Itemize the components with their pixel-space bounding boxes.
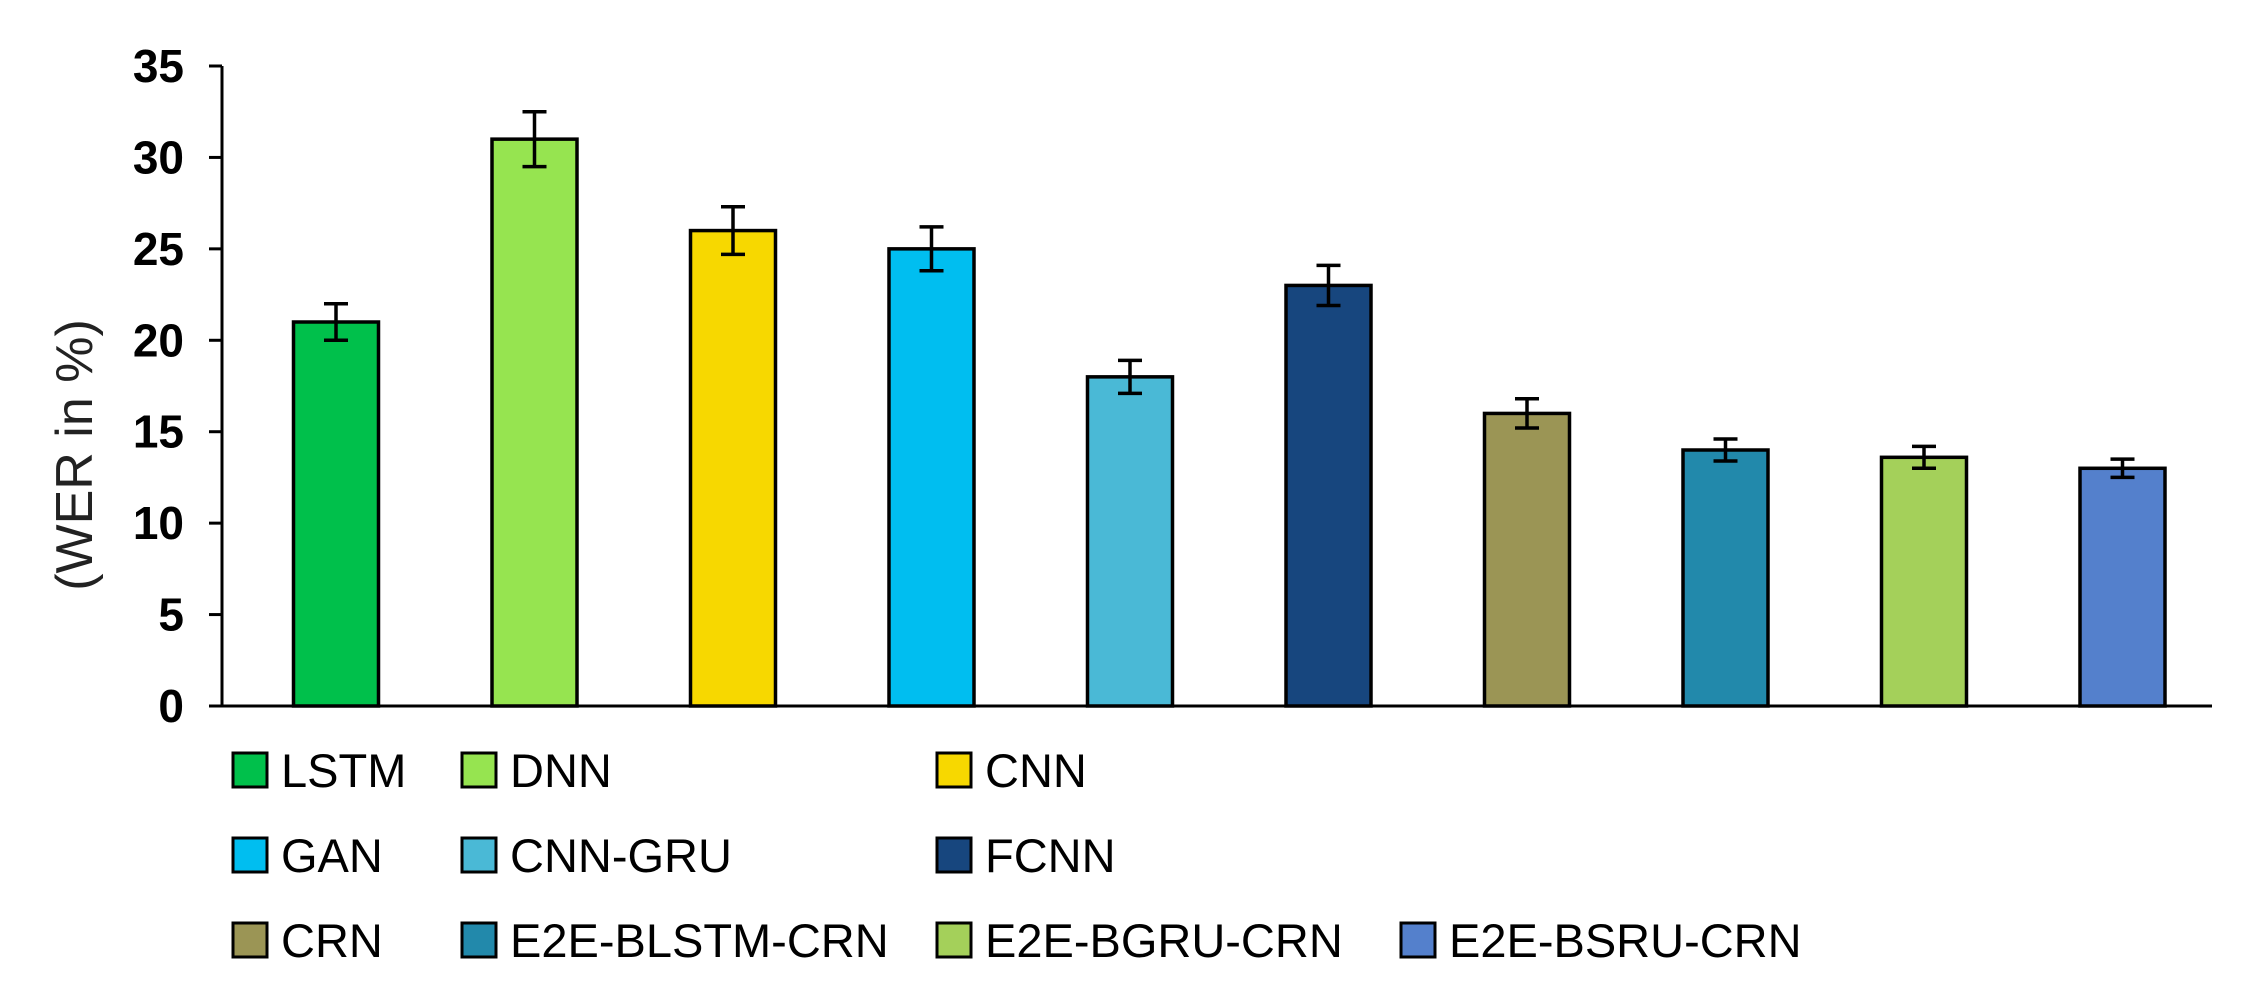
legend-swatch-e2e-bgru-crn (935, 921, 973, 959)
legend-swatch-lstm (231, 751, 269, 789)
legend-label-fcnn: FCNN (985, 829, 1116, 882)
y-tick-label: 25 (133, 223, 184, 275)
legend-swatch-e2e-bsru-crn (1399, 921, 1437, 959)
legend: LSTM DNN CNN GAN CNN-GRU FCNN CRN E2E-BLSTM-CRN… (231, 744, 1802, 967)
bar-gan (887, 247, 976, 708)
bar-e2e-bgru-crn (1879, 455, 1969, 708)
bar-cnn-gru (1085, 375, 1175, 708)
legend-label-lstm: LSTM (281, 744, 406, 797)
y-tick-label: 10 (133, 497, 184, 549)
bar-crn (1482, 411, 1572, 708)
bar-e2e-blstm-crn (1681, 448, 1770, 708)
y-ticks: 0 5 10 15 20 25 30 35 (133, 40, 222, 732)
y-axis-title: (WER in %) (46, 319, 104, 591)
y-tick-label: 15 (133, 406, 184, 458)
y-tick-label: 30 (133, 131, 184, 183)
legend-label-e2e-bsru-crn: E2E-BSRU-CRN (1449, 914, 1802, 967)
legend-swatch-dnn (460, 751, 498, 789)
legend-label-crn: CRN (281, 914, 383, 967)
legend-label-cnn: CNN (985, 744, 1087, 797)
y-tick-label: 20 (133, 314, 184, 366)
legend-swatch-cnn (935, 751, 973, 789)
legend-swatch-fcnn (935, 836, 973, 874)
legend-label-dnn: DNN (510, 744, 612, 797)
legend-swatch-gan (231, 836, 269, 874)
legend-label-e2e-bgru-crn: E2E-BGRU-CRN (985, 914, 1343, 967)
y-tick-label: 35 (133, 40, 184, 92)
bars (291, 137, 2167, 708)
legend-swatch-cnn-gru (460, 836, 498, 874)
y-tick-label: 5 (158, 589, 184, 641)
bar-e2e-bsru-crn (2078, 466, 2167, 708)
legend-swatch-e2e-blstm-crn (460, 921, 498, 959)
legend-label-e2e-blstm-crn: E2E-BLSTM-CRN (510, 914, 889, 967)
bar-fcnn (1284, 283, 1373, 708)
y-tick-label: 0 (158, 680, 184, 732)
legend-label-gan: GAN (281, 829, 383, 882)
legend-swatch-crn (231, 921, 269, 959)
legend-label-cnn-gru: CNN-GRU (510, 829, 732, 882)
bar-dnn (490, 137, 579, 708)
bar-cnn (688, 228, 778, 708)
bar-lstm (291, 320, 381, 708)
error-bars (324, 109, 2135, 480)
